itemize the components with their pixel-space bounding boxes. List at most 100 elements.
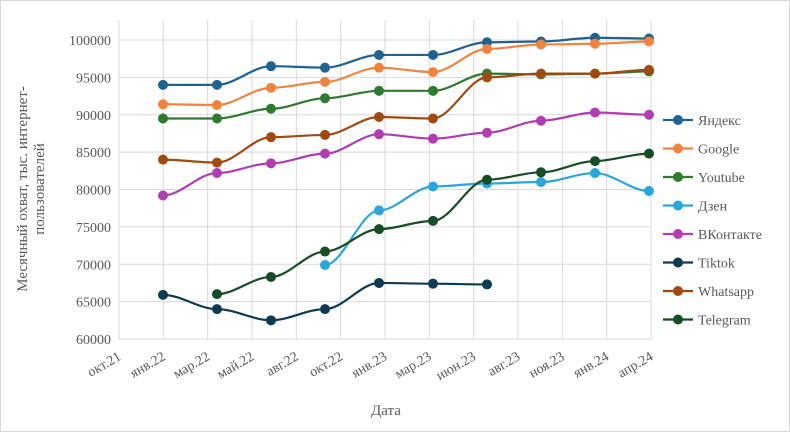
x-tick-label: апр.24 bbox=[616, 349, 656, 381]
x-tick-label: авг.23 bbox=[486, 349, 523, 379]
data-point bbox=[158, 79, 168, 90]
y-tick-label: 80000 bbox=[76, 184, 111, 199]
data-point bbox=[158, 99, 168, 110]
data-point bbox=[212, 304, 222, 315]
data-point bbox=[536, 177, 546, 188]
data-point bbox=[320, 304, 330, 315]
x-tick-label: авг.22 bbox=[264, 349, 301, 379]
x-tick-label: янв.24 bbox=[571, 349, 611, 381]
legend-marker bbox=[673, 229, 683, 239]
data-point bbox=[374, 129, 384, 140]
y-tick-label: 100000 bbox=[69, 34, 111, 49]
y-tick-label: 95000 bbox=[76, 71, 111, 86]
data-point bbox=[644, 185, 654, 196]
y-axis-label: Месячный охват, тыс. интернет-пользовате… bbox=[15, 86, 48, 292]
data-point bbox=[428, 85, 438, 96]
data-point bbox=[320, 76, 330, 87]
data-point bbox=[320, 129, 330, 140]
data-point bbox=[644, 148, 654, 159]
legend-label: Яндекс bbox=[698, 114, 741, 129]
data-point bbox=[428, 67, 438, 78]
data-point bbox=[320, 259, 330, 270]
data-point bbox=[482, 127, 492, 138]
data-point bbox=[374, 49, 384, 60]
data-point bbox=[320, 62, 330, 73]
data-point bbox=[320, 246, 330, 257]
legend-marker bbox=[673, 286, 683, 296]
legend-label: Telegram bbox=[698, 314, 751, 329]
x-tick-label: янв.22 bbox=[128, 349, 168, 381]
data-point bbox=[212, 157, 222, 168]
legend-marker bbox=[673, 257, 683, 268]
data-point bbox=[266, 271, 276, 282]
legend-label: Дзен bbox=[698, 200, 728, 215]
y-axis-label-line2: пользователей bbox=[32, 143, 48, 235]
data-point bbox=[320, 148, 330, 159]
data-point bbox=[482, 174, 492, 185]
data-point bbox=[428, 113, 438, 124]
data-point bbox=[266, 315, 276, 326]
x-tick-label: май.22 bbox=[215, 349, 257, 382]
data-point bbox=[374, 62, 384, 73]
data-point bbox=[536, 115, 546, 126]
x-tick-label: ноя.23 bbox=[527, 349, 568, 381]
data-point bbox=[158, 289, 168, 300]
series-line-Whatsapp bbox=[162, 68, 650, 164]
legend-marker bbox=[673, 200, 683, 211]
data-point bbox=[212, 100, 222, 111]
data-point bbox=[212, 289, 222, 300]
data-point bbox=[590, 107, 600, 118]
y-tick-label: 90000 bbox=[76, 109, 111, 124]
data-point bbox=[644, 109, 654, 120]
data-point bbox=[482, 43, 492, 54]
x-tick-label: мар.22 bbox=[171, 349, 213, 382]
x-tick-label: мар.23 bbox=[393, 349, 435, 382]
data-point bbox=[536, 167, 546, 178]
y-tick-label: 75000 bbox=[76, 221, 111, 236]
legend-marker bbox=[673, 115, 683, 125]
data-point bbox=[428, 215, 438, 226]
data-point bbox=[428, 278, 438, 289]
data-point bbox=[590, 38, 600, 49]
data-point bbox=[266, 103, 276, 114]
data-point bbox=[482, 72, 492, 83]
data-point bbox=[212, 113, 222, 124]
data-point bbox=[266, 82, 276, 93]
legend-label: Whatsapp bbox=[698, 285, 754, 300]
y-tick-label: 60000 bbox=[76, 333, 111, 348]
data-point bbox=[590, 168, 600, 179]
data-point bbox=[374, 85, 384, 96]
data-point bbox=[644, 36, 654, 47]
data-point bbox=[482, 279, 492, 290]
x-axis-label: Дата bbox=[371, 403, 401, 419]
data-point bbox=[212, 79, 222, 90]
legend-label: ВКонтакте bbox=[698, 228, 762, 243]
x-tick-label: окт.21 bbox=[85, 349, 124, 380]
data-point bbox=[536, 68, 546, 79]
y-axis-label-line1: Месячный охват, тыс. интернет- bbox=[15, 86, 31, 292]
x-tick-label: янв.23 bbox=[350, 349, 390, 381]
data-point bbox=[536, 39, 546, 50]
y-tick-label: 85000 bbox=[76, 146, 111, 161]
data-point bbox=[212, 168, 222, 179]
data-point bbox=[428, 49, 438, 60]
legend-marker bbox=[673, 143, 683, 154]
data-point bbox=[428, 133, 438, 144]
series-line-Яндекс bbox=[162, 36, 650, 86]
data-point bbox=[158, 113, 168, 124]
series-line-Google bbox=[162, 40, 650, 107]
data-point bbox=[374, 111, 384, 122]
data-point bbox=[266, 158, 276, 169]
data-point bbox=[320, 93, 330, 104]
data-point bbox=[158, 190, 168, 201]
data-point bbox=[644, 64, 654, 75]
x-tick-label: окт.22 bbox=[307, 349, 346, 380]
data-point bbox=[374, 224, 384, 235]
data-point bbox=[374, 205, 384, 216]
series-line-ВКонтакте bbox=[162, 111, 650, 197]
x-tick-label: июн.23 bbox=[434, 349, 479, 383]
legend-label: Tiktok bbox=[698, 257, 735, 272]
y-tick-label: 65000 bbox=[76, 296, 111, 311]
legend-marker bbox=[673, 172, 683, 182]
